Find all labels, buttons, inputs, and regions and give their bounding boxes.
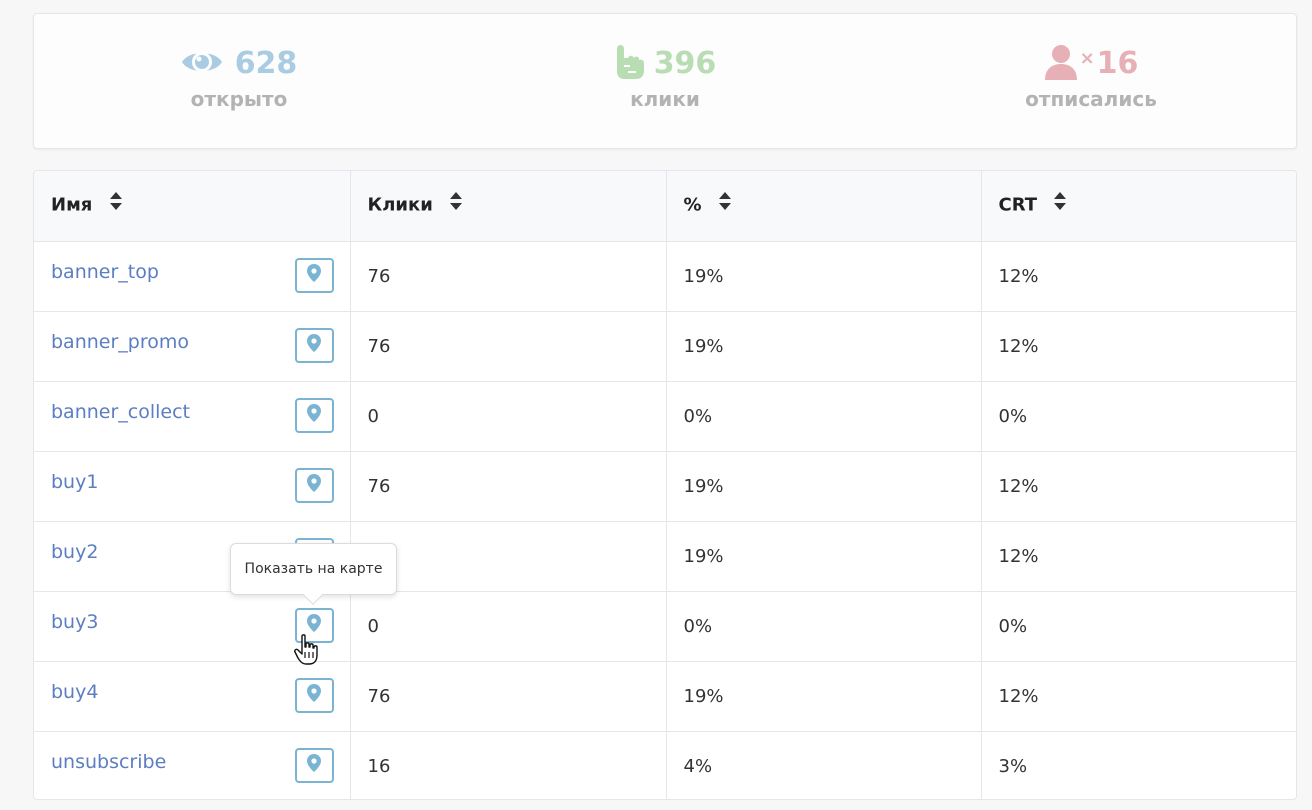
table-row: buy1 76 19% 12% xyxy=(34,451,1296,522)
sort-icon[interactable] xyxy=(449,191,463,216)
link-name[interactable]: buy4 xyxy=(51,681,99,703)
tooltip-text: Показать на карте xyxy=(244,561,383,577)
show-on-map-tooltip: Показать на карте xyxy=(230,543,397,605)
cell-crt: 12% xyxy=(981,451,1296,522)
cell-clicks: 76 xyxy=(350,451,667,522)
unsubscribed-prefix: × xyxy=(1079,47,1095,69)
sort-icon[interactable] xyxy=(1053,191,1067,216)
show-on-map-button[interactable] xyxy=(294,327,334,363)
stat-clicks: 396 клики xyxy=(515,44,815,112)
show-on-map-button[interactable] xyxy=(294,747,334,783)
cell-clicks: 0 xyxy=(350,381,667,452)
cell-crt: 12% xyxy=(981,661,1296,732)
column-header-name[interactable]: Имя xyxy=(34,171,351,242)
stat-opened: 628 открыто xyxy=(89,44,389,112)
cell-crt: 12% xyxy=(981,311,1296,382)
cell-percent: 19% xyxy=(666,521,982,592)
links-table-card: Имя Клики % CRT banner_top 76 19% 12% banner… xyxy=(33,170,1297,800)
link-name[interactable]: banner_collect xyxy=(51,401,191,423)
cell-clicks: 76 xyxy=(350,241,667,312)
link-name[interactable]: buy3 xyxy=(51,611,99,633)
link-name[interactable]: buy1 xyxy=(51,471,99,493)
cell-clicks: 16 xyxy=(350,731,667,799)
column-header-crt[interactable]: CRT xyxy=(981,171,1296,242)
column-header-clicks[interactable]: Клики xyxy=(350,171,667,242)
column-header-label: % xyxy=(683,194,702,216)
table-row: banner_top 76 19% 12% xyxy=(34,241,1296,312)
cell-percent: 4% xyxy=(666,731,982,799)
table-row: banner_collect 0 0% 0% xyxy=(34,381,1296,452)
cell-crt: 12% xyxy=(981,521,1296,592)
sort-icon[interactable] xyxy=(109,191,123,216)
clicks-label: клики xyxy=(630,87,700,111)
cell-crt: 0% xyxy=(981,381,1296,452)
stat-unsubscribed: × 16 отписались xyxy=(941,44,1241,112)
map-pin-icon xyxy=(307,263,321,287)
clicks-count: 396 xyxy=(653,46,717,81)
show-on-map-button[interactable] xyxy=(294,397,334,433)
cell-percent: 0% xyxy=(666,591,982,662)
column-header-label: Клики xyxy=(367,194,433,216)
table-row: unsubscribe 16 4% 3% xyxy=(34,731,1296,799)
column-header-percent[interactable]: % xyxy=(666,171,982,242)
cell-name: buy1 xyxy=(34,451,351,522)
cell-name: unsubscribe xyxy=(34,731,351,799)
cell-clicks: 76 xyxy=(350,311,667,382)
stats-panel: 628 открыто 396 клики × xyxy=(33,13,1297,149)
hand-cursor-icon xyxy=(294,634,320,670)
show-on-map-button[interactable] xyxy=(294,607,334,643)
cell-name: banner_top xyxy=(34,241,351,312)
cell-crt: 12% xyxy=(981,241,1296,312)
opened-count: 628 xyxy=(234,46,298,81)
cell-name: buy4 xyxy=(34,661,351,732)
cell-crt: 0% xyxy=(981,591,1296,662)
map-pin-icon xyxy=(307,403,321,427)
column-header-label: CRT xyxy=(998,194,1038,216)
cell-name: banner_collect xyxy=(34,381,351,452)
cell-percent: 19% xyxy=(666,451,982,522)
unsubscribed-count: 16 xyxy=(1096,46,1139,81)
unsubscribed-label: отписались xyxy=(1025,87,1157,111)
user-icon xyxy=(1044,44,1078,84)
map-pin-icon xyxy=(307,613,321,637)
link-name[interactable]: unsubscribe xyxy=(51,751,167,774)
table-header-row: Имя Клики % CRT xyxy=(34,171,1296,242)
map-pin-icon xyxy=(307,473,321,497)
table-row: buy2 19% 12% xyxy=(34,521,1296,592)
map-pin-icon xyxy=(307,333,321,357)
show-on-map-button[interactable] xyxy=(294,677,334,713)
cell-percent: 19% xyxy=(666,311,982,382)
cell-name: banner_promo xyxy=(34,311,351,382)
map-pin-icon xyxy=(307,753,321,777)
cell-crt: 3% xyxy=(998,755,1028,777)
show-on-map-button[interactable] xyxy=(294,257,334,293)
cell-percent: 0% xyxy=(666,381,982,452)
cell-clicks xyxy=(350,521,667,592)
cell-percent: 19% xyxy=(666,241,982,312)
show-on-map-button[interactable] xyxy=(294,467,334,503)
cell-clicks: 0 xyxy=(350,591,667,662)
pointing-hand-icon xyxy=(614,44,646,84)
link-name[interactable]: banner_top xyxy=(51,261,159,283)
column-header-label: Имя xyxy=(51,194,93,216)
link-name[interactable]: banner_promo xyxy=(51,331,190,353)
links-table: Имя Клики % CRT banner_top 76 19% 12% banner… xyxy=(34,171,1296,799)
cell-percent: 19% xyxy=(666,661,982,732)
table-row: buy4 76 19% 12% xyxy=(34,661,1296,732)
eye-icon xyxy=(181,47,223,81)
link-name[interactable]: buy2 xyxy=(51,541,99,563)
cell-clicks: 76 xyxy=(350,661,667,732)
table-row: banner_promo 76 19% 12% xyxy=(34,311,1296,382)
table-row: buy3 0 0% 0% xyxy=(34,591,1296,662)
map-pin-icon xyxy=(307,683,321,707)
opened-label: открыто xyxy=(190,87,288,111)
sort-icon[interactable] xyxy=(718,191,732,216)
